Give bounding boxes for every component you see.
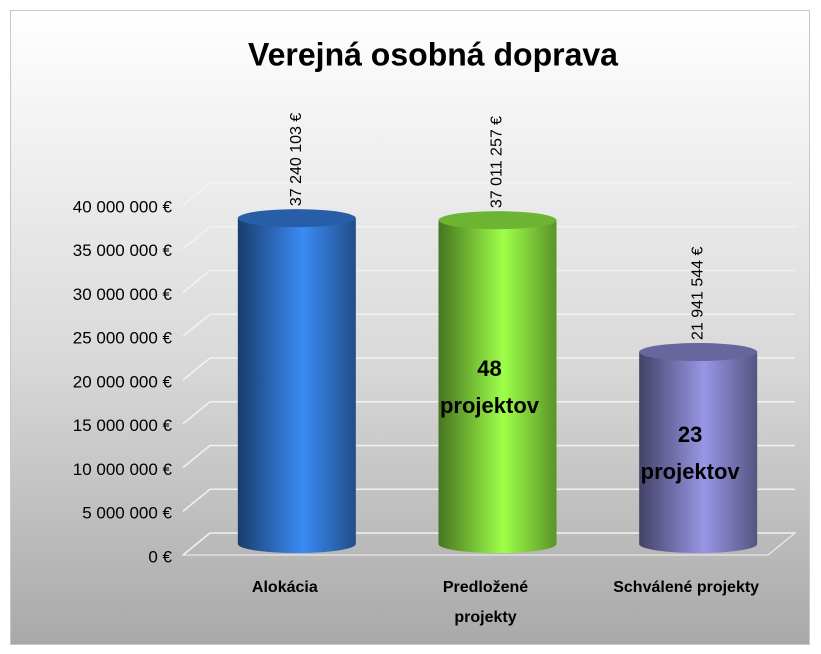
- value-label: 37 011 257 €: [489, 116, 506, 208]
- value-label: 21 941 544 €: [689, 246, 706, 340]
- bar: [237, 218, 356, 553]
- grid-line: [182, 401, 795, 425]
- x-tick-label: Schválené projekty: [613, 579, 759, 596]
- y-tick-label: 35 000 000 €: [73, 241, 173, 260]
- annotation: 23 projektov: [641, 422, 741, 484]
- value-label: 37 240 103 €: [288, 113, 305, 207]
- chart-title: Verejná osobná doprava: [248, 36, 618, 72]
- bar-top: [237, 209, 356, 228]
- bar: [438, 220, 557, 554]
- grid-line: [182, 313, 795, 337]
- bar-top: [639, 343, 758, 362]
- bar-top: [438, 211, 557, 230]
- y-tick-label: 30 000 000 €: [73, 285, 173, 304]
- y-tick-label: 0 €: [148, 547, 172, 566]
- grid-line: [182, 532, 795, 556]
- grid-line: [182, 357, 795, 381]
- grid-line: [182, 226, 795, 250]
- y-tick-label: 25 000 000 €: [73, 329, 173, 348]
- x-tick-label: Predložené projekty: [443, 579, 528, 626]
- y-tick-label: 10 000 000 €: [73, 460, 173, 479]
- annotation: 48 projektov: [440, 356, 540, 418]
- y-tick-label: 20 000 000 €: [73, 372, 173, 391]
- bar: [639, 352, 758, 553]
- y-tick-label: 5 000 000 €: [82, 504, 172, 523]
- grid-line: [182, 269, 795, 294]
- grid-line: [182, 444, 795, 469]
- y-tick-label: 15 000 000 €: [73, 416, 173, 435]
- y-tick-label: 40 000 000 €: [73, 197, 173, 216]
- grid-line: [182, 182, 795, 206]
- grid-line: [182, 488, 795, 512]
- x-tick-label: Alokácia: [252, 579, 318, 596]
